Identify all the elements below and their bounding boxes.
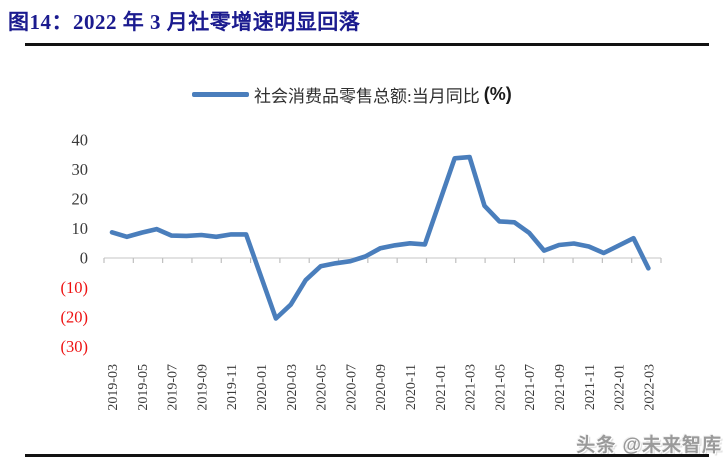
y-axis-tick-label: 30 — [72, 160, 89, 179]
y-axis-tick-label: 10 — [72, 219, 89, 238]
x-axis-tick-label: 2020-01 — [255, 364, 270, 411]
y-axis-tick-label: 20 — [72, 190, 89, 209]
x-axis-tick-label: 2020-11 — [404, 364, 419, 410]
legend-unit-label: (%) — [483, 84, 512, 104]
figure-title: 图14：2022 年 3 月社零增速明显回落 — [8, 10, 361, 34]
x-axis-tick-label: 2019-03 — [106, 364, 121, 411]
y-axis-tick-label: (30) — [61, 337, 89, 356]
bottom-divider-rule — [25, 454, 709, 457]
x-axis-tick-label: 2021-09 — [553, 364, 568, 411]
x-axis-tick-label: 2019-05 — [136, 364, 151, 411]
x-axis-tick-label: 2020-03 — [285, 364, 300, 411]
legend-series-label: 社会消费品零售总额:当月同比 — [254, 87, 480, 106]
x-axis-tick-label: 2019-07 — [166, 364, 181, 411]
y-axis-tick-label: (20) — [61, 308, 89, 327]
x-axis-tick-label: 2022-03 — [642, 364, 657, 411]
x-axis-tick-label: 2020-05 — [315, 364, 330, 411]
x-axis-tick-label: 2021-05 — [493, 364, 508, 411]
watermark: 头条 @未来智库 — [576, 435, 722, 456]
x-axis-tick-label: 2019-11 — [225, 364, 240, 410]
x-axis-tick-label: 2019-09 — [195, 364, 210, 411]
title-divider-rule — [25, 43, 709, 46]
x-axis-tick-label: 2021-01 — [434, 364, 449, 411]
x-axis-tick-label: 2021-03 — [464, 364, 479, 411]
y-axis-tick-label: 40 — [72, 131, 89, 150]
x-axis-tick-label: 2021-07 — [523, 364, 538, 411]
x-axis-tick-label: 2022-01 — [613, 364, 628, 411]
x-axis-tick-label: 2020-07 — [344, 364, 359, 411]
y-axis-tick-label: (10) — [61, 278, 89, 297]
legend-line-swatch — [192, 92, 249, 97]
data-line-series — [109, 154, 651, 321]
chart-legend: 社会消费品零售总额:当月同比 (%) — [192, 82, 512, 107]
x-axis-tick-label: 2020-09 — [374, 364, 389, 411]
y-axis-tick-label: 0 — [80, 249, 88, 268]
x-axis-tick-label: 2021-11 — [583, 364, 598, 410]
